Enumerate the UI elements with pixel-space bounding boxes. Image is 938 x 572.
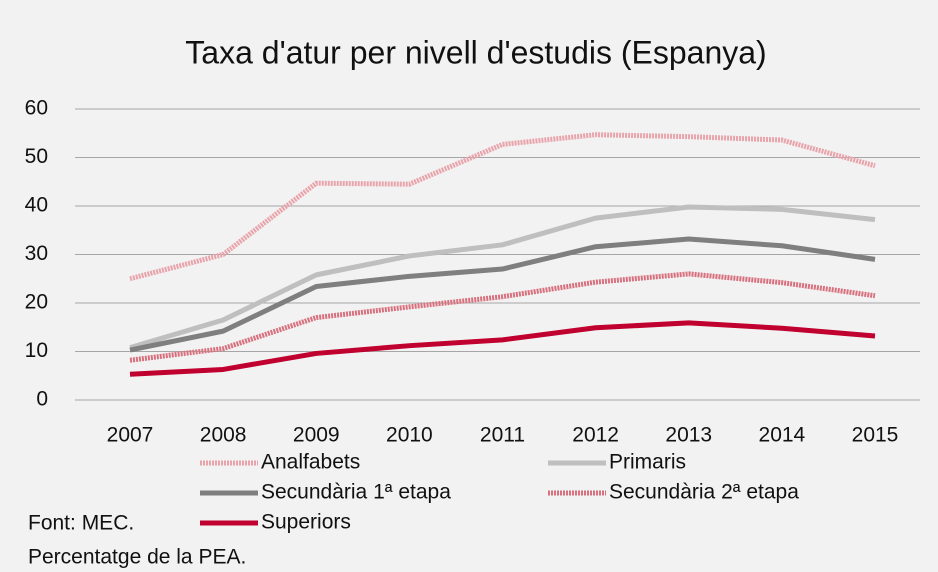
chart-title: Taxa d'atur per nivell d'estudis (Espany…: [185, 34, 766, 70]
legend-label: Primaris: [609, 451, 686, 474]
source-note: Font: MEC.: [28, 512, 134, 535]
legend-label: Analfabets: [261, 451, 360, 474]
data-line: [129, 204, 876, 351]
legend-label: Superiors: [261, 511, 351, 534]
legend-label: Secundària 1ª etapa: [261, 481, 451, 504]
x-tick-label: 2014: [759, 424, 806, 447]
data-line: [129, 271, 876, 363]
y-tick-label: 30: [25, 242, 48, 265]
legend-label: Secundària 2ª etapa: [609, 481, 799, 504]
x-tick-label: 2012: [572, 424, 619, 447]
y-tick-label: 0: [36, 388, 48, 411]
x-tick-label: 2015: [852, 424, 899, 447]
x-tick-label: 2009: [293, 424, 340, 447]
x-tick-label: 2011: [480, 424, 525, 447]
x-tick-label: 2013: [665, 424, 712, 447]
y-tick-label: 60: [25, 97, 48, 120]
x-tick-label: 2010: [386, 424, 433, 447]
y-tick-label: 20: [25, 291, 48, 314]
y-tick-label: 50: [25, 145, 48, 168]
data-line: [129, 236, 876, 353]
data-line: [129, 132, 876, 282]
x-tick-label: 2008: [200, 424, 247, 447]
x-tick-label: 2007: [107, 424, 154, 447]
y-tick-label: 40: [25, 194, 48, 217]
data-line: [129, 320, 876, 377]
footnote: Percentatge de la PEA.: [28, 546, 246, 569]
y-tick-label: 10: [25, 339, 48, 362]
